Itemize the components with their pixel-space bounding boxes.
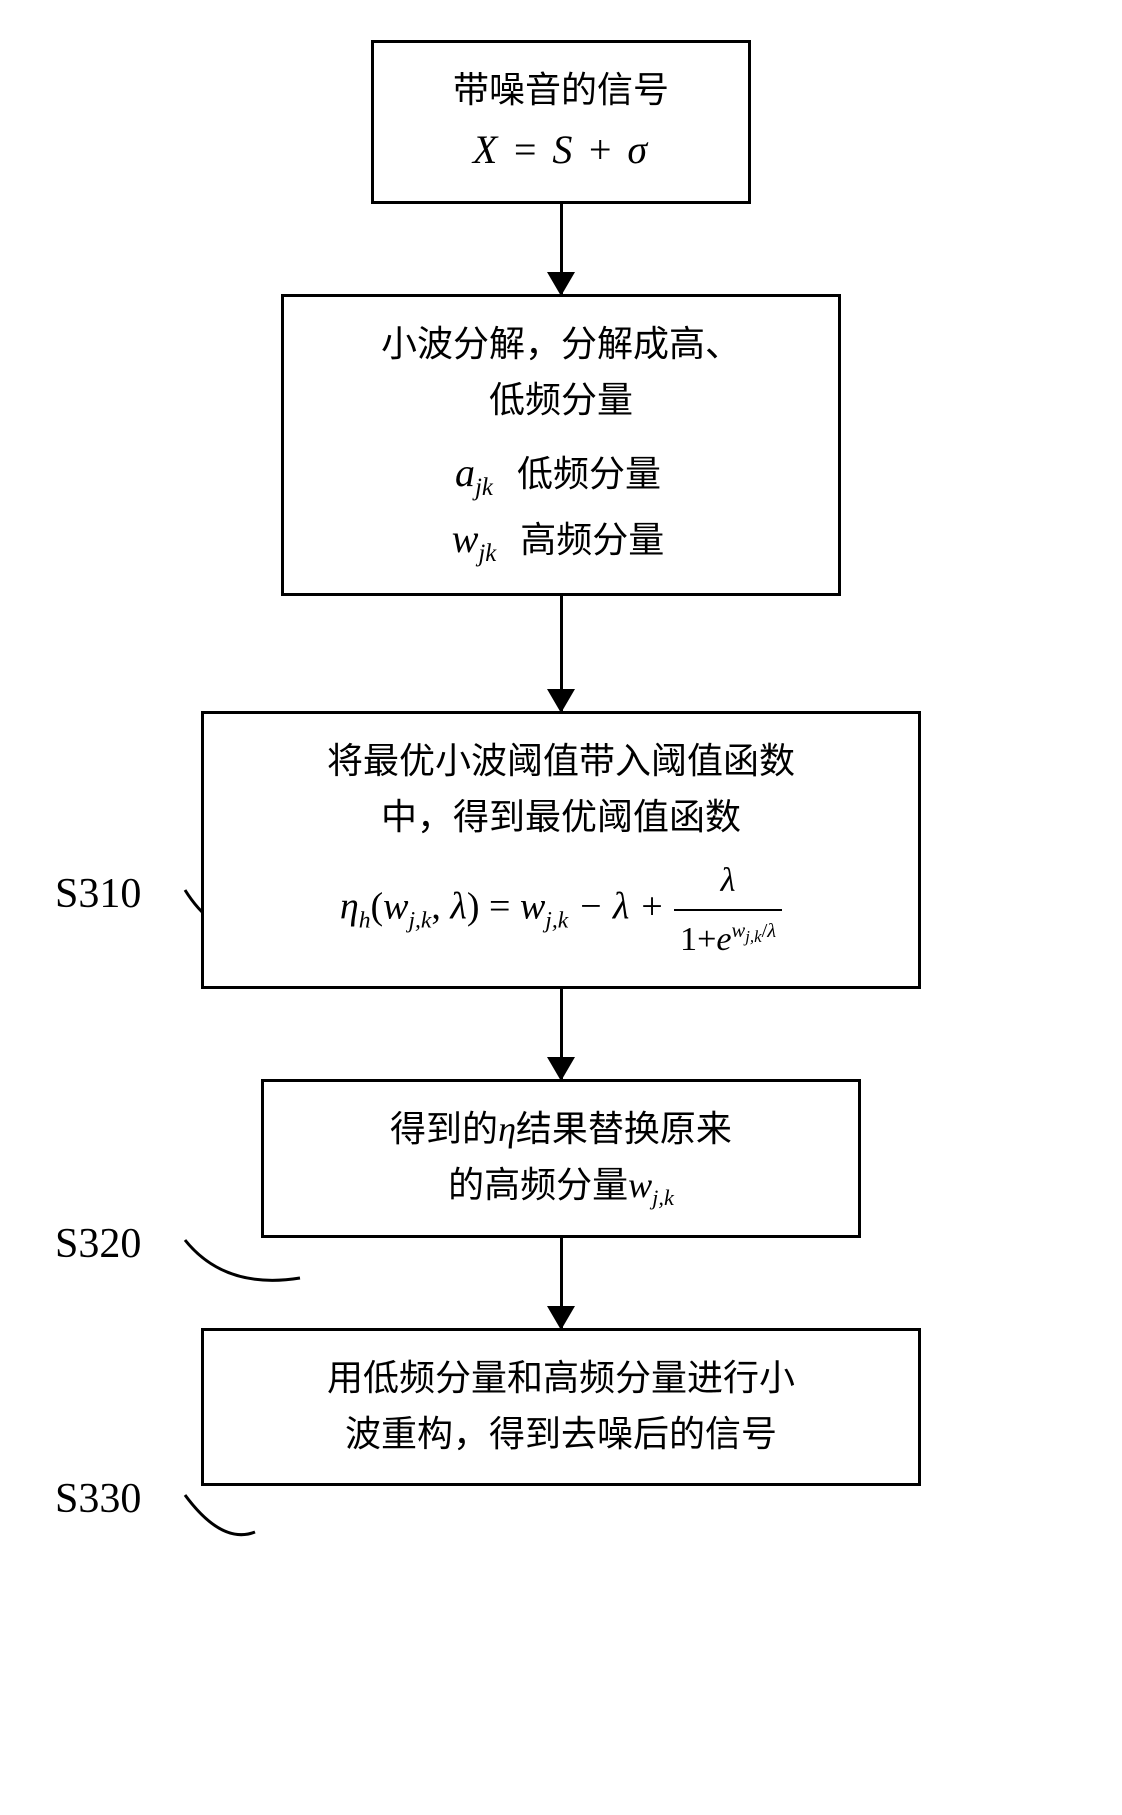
arrow-2 — [560, 596, 563, 711]
label-high: 高频分量 — [520, 513, 670, 569]
plus: + — [639, 886, 665, 928]
den-lead-1: 1+ — [680, 921, 716, 958]
lambda1: λ — [613, 886, 629, 928]
arg-w: w — [383, 886, 408, 928]
sym-w-sub: jk — [478, 540, 496, 567]
rhs-w: w — [520, 886, 545, 928]
den-e: e — [716, 921, 731, 958]
frac-den: 1+ewj,k/λ — [674, 911, 782, 966]
box3-line1: 将最优小波阈值带入阈值函数 — [232, 734, 890, 790]
box2-line2: 低频分量 — [312, 373, 810, 429]
box2-row-a: ajk 低频分量 — [312, 442, 810, 507]
b4-pre2: 的高频分量 — [448, 1165, 628, 1205]
arrow-1 — [560, 204, 563, 294]
box1-formula: X = S + σ — [402, 119, 720, 181]
frac-num: λ — [674, 854, 782, 911]
fraction: λ 1+ewj,k/λ — [674, 854, 782, 966]
box-reconstruct: 用低频分量和高频分量进行小 波重构，得到去噪后的信号 — [201, 1328, 921, 1486]
box3-formula: ηh(wj,k, λ) = wj,k − λ + λ 1+ewj,k/λ — [232, 854, 890, 966]
box4-line2: 的高频分量wj,k — [292, 1158, 830, 1216]
box1-title: 带噪音的信号 — [402, 63, 720, 119]
b4-post1: 结果替换原来 — [516, 1109, 732, 1149]
flowchart-container: 带噪音的信号 X = S + σ 小波分解，分解成高、 低频分量 ajk 低频分… — [201, 40, 921, 1486]
arg-lambda: λ — [450, 886, 466, 928]
rhs-w-sub: j,k — [545, 907, 568, 933]
b4-pre1: 得到的 — [390, 1109, 498, 1149]
box2-row-w: wjk 高频分量 — [312, 508, 810, 573]
b4-w: w — [628, 1165, 652, 1205]
den-exp: wj,k/λ — [732, 920, 777, 942]
eta: η — [340, 886, 359, 928]
box5-line2: 波重构，得到去噪后的信号 — [232, 1407, 890, 1463]
sym-w: w — [452, 516, 479, 561]
b4-eta: η — [498, 1109, 516, 1149]
formula-text: X = S + σ — [473, 127, 649, 172]
box5-line1: 用低频分量和高频分量进行小 — [232, 1351, 890, 1407]
sym-a-sub: jk — [475, 474, 493, 501]
box3-line2: 中，得到最优阈值函数 — [232, 790, 890, 846]
box-wavelet-decompose: 小波分解，分解成高、 低频分量 ajk 低频分量 wjk 高频分量 — [281, 294, 841, 596]
arrow-3 — [560, 989, 563, 1079]
sym-a: a — [455, 450, 475, 495]
box-threshold-func: 将最优小波阈值带入阈值函数 中，得到最优阈值函数 ηh(wj,k, λ) = w… — [201, 711, 921, 989]
box2-line1: 小波分解，分解成高、 — [312, 317, 810, 373]
minus: − — [578, 886, 604, 928]
label-low: 低频分量 — [517, 447, 667, 503]
box-replace: 得到的η结果替换原来 的高频分量wj,k — [261, 1079, 861, 1239]
eta-sub: h — [359, 907, 371, 933]
arg-w-sub: j,k — [408, 907, 431, 933]
box4-line1: 得到的η结果替换原来 — [292, 1102, 830, 1158]
arrow-4 — [560, 1238, 563, 1328]
box-noisy-signal: 带噪音的信号 X = S + σ — [371, 40, 751, 204]
b4-wsub: j,k — [652, 1185, 674, 1210]
